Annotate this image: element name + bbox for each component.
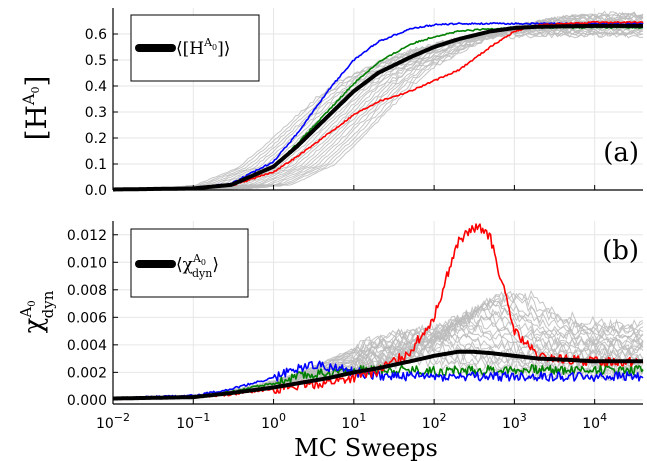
panel-b-sample-curves: [112, 289, 644, 401]
series-line-mean: [112, 349, 644, 401]
panel-b-label: (b): [602, 236, 639, 266]
x-tick-label: 104: [582, 411, 607, 432]
panel-b-axes: [112, 221, 643, 405]
x-axis-label: MC Sweeps: [294, 434, 438, 461]
y-tick-label: 0.012: [67, 228, 107, 244]
y-tick-label: 0.004: [67, 338, 107, 354]
y-tick-label: 0.6: [85, 27, 107, 43]
y-tick-label: 0.5: [85, 53, 107, 69]
x-tick-label: 102: [422, 411, 447, 432]
panel-b-legend-label: ⟨χA0 dyn⟩: [176, 252, 219, 280]
x-tick-label: 100: [261, 411, 286, 432]
y-tick-label: 0.2: [85, 131, 107, 147]
series-line-mean: [112, 23, 644, 192]
y-tick-label: 0.010: [67, 255, 107, 271]
panel-b-legend: ⟨χA0 dyn⟩: [130, 228, 249, 298]
panel-a-label: (a): [603, 138, 639, 168]
panel-a-legend: ⟨[HA0]⟩: [130, 14, 260, 82]
panel-a: 0.0 0.1 0.2 0.3 0.4 0.5 0.6 (a) ⟨[HA0]⟩ [HA0]: [19, 8, 644, 199]
panel-b-series: [112, 223, 644, 401]
panel-b: 0.000 0.002 0.004 0.006 0.008 0.010 0.012 10−2…: [17, 221, 644, 461]
panel-a-legend-label: ⟨[HA0]⟩: [176, 36, 230, 59]
panel-a-ylabel: [HA0]: [19, 76, 53, 141]
panel-a-series: [112, 20, 644, 192]
y-tick-label: 0.000: [67, 393, 107, 409]
panel-b-ytick-labels: 0.000 0.002 0.004 0.006 0.008 0.010 0.012: [67, 228, 107, 409]
y-tick-label: 0.3: [85, 105, 107, 121]
y-tick-label: 0.4: [85, 79, 107, 95]
y-tick-label: 0.0: [85, 183, 107, 199]
panel-a-axes: [112, 8, 643, 191]
y-tick-label: 0.006: [67, 310, 107, 326]
panel-b-xtick-labels: 10−2 10−1 100 101 102 103 104: [96, 411, 607, 432]
y-tick-label: 0.1: [85, 157, 107, 173]
x-tick-label: 103: [502, 411, 527, 432]
x-tick-label: 101: [341, 411, 366, 432]
x-tick-label: 10−2: [96, 411, 130, 432]
panel-b-ylabel: χA0dyn: [17, 290, 57, 333]
y-tick-label: 0.002: [67, 365, 107, 381]
panel-a-ytick-labels: 0.0 0.1 0.2 0.3 0.4 0.5 0.6: [85, 27, 107, 199]
y-tick-label: 0.008: [67, 283, 107, 299]
sample-curve: [112, 31, 644, 190]
x-tick-label: 10−1: [176, 411, 210, 432]
